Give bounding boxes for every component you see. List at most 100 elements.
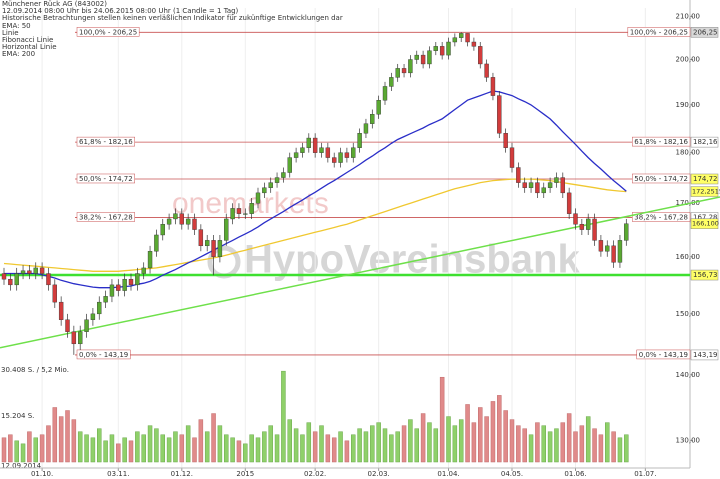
candle-body [376, 100, 381, 115]
label-background [636, 349, 691, 360]
candle-body [230, 208, 235, 220]
y-tick-label: 210,00 [676, 12, 701, 20]
y-tick-label: 180,00 [676, 149, 701, 157]
candle-body [109, 284, 115, 297]
volume-bar [97, 428, 102, 463]
x-tick-label: 02.02. [304, 470, 326, 478]
volume-bar [344, 440, 350, 463]
volume-bar [351, 434, 356, 463]
volume-bar [103, 440, 108, 463]
volume-bar [160, 434, 165, 463]
volume-bar [605, 422, 610, 463]
value-box-label: 166,100 [692, 220, 719, 228]
volume-bar [547, 431, 553, 463]
volume-bar [503, 410, 508, 463]
volume-bar [427, 422, 432, 463]
candle-body [39, 267, 45, 274]
candle-body [459, 33, 464, 38]
candle-body [605, 245, 610, 252]
candle-body [52, 284, 57, 303]
candle-body [90, 313, 96, 320]
candle-body [414, 54, 419, 60]
volume-bar [243, 443, 248, 463]
candle-body [541, 187, 546, 194]
volume-tick-label: 30.408 S. / 5,2 Mio. [1, 366, 69, 374]
candle-body [382, 86, 388, 101]
candle-body [528, 182, 534, 188]
value-box-label: 156,73 [693, 271, 718, 279]
candle-body [84, 319, 89, 332]
volume-bar [598, 434, 604, 463]
fibonacci-label: 100,0% - 206,25 [79, 28, 137, 36]
volume-bar [236, 440, 242, 463]
volume-bar [497, 395, 502, 463]
candle-body [211, 240, 216, 257]
candle-body [141, 267, 146, 274]
candle-body [287, 157, 292, 173]
fibonacci-label: 38,2% - 167,28 [634, 213, 688, 221]
volume-bar [211, 413, 216, 463]
volume-bar [446, 416, 451, 463]
ema-line [3, 178, 627, 272]
volume-bar [198, 419, 204, 463]
volume-bar [179, 434, 185, 463]
volume-bar [516, 425, 521, 463]
volume-bar [14, 440, 19, 463]
candle-body [281, 172, 286, 178]
volume-bar [522, 428, 527, 463]
candle-body [312, 137, 318, 153]
value-box [690, 218, 719, 229]
fibonacci-label: 0,0% - 143,19 [79, 351, 128, 359]
candle-body [300, 147, 305, 153]
volume-bar [573, 431, 578, 463]
candle-body [20, 270, 26, 274]
candle-body [579, 224, 585, 230]
volume-bar [465, 404, 470, 463]
candle-body [236, 208, 242, 214]
candle-body [427, 50, 432, 65]
candle-body [274, 177, 280, 183]
volume-bar [52, 407, 58, 463]
candle-body [363, 123, 369, 134]
candle-body [338, 152, 343, 163]
candle-body [471, 41, 477, 47]
candle-body [173, 213, 178, 220]
volume-bar [300, 434, 305, 463]
label-background [76, 212, 135, 222]
volume-bar [109, 434, 115, 463]
volume-bar [414, 428, 419, 463]
volume-bar [33, 437, 38, 463]
candle-body [293, 152, 299, 158]
candle-body [198, 229, 204, 247]
candle-body [135, 273, 140, 286]
x-tick-label: 03.11. [107, 470, 129, 478]
candle-body [71, 331, 77, 345]
volume-bar [560, 422, 566, 463]
volume-bar [579, 425, 585, 463]
volume-bar [27, 431, 32, 463]
candle-body [446, 41, 451, 56]
volume-bar [395, 431, 400, 463]
candle-body [617, 240, 623, 263]
volume-bar [166, 437, 172, 463]
volume-bar [116, 443, 121, 463]
chart-title: Münchener Rück AG (843002) [2, 0, 107, 8]
candle-body [509, 147, 515, 168]
volume-bar [262, 431, 267, 463]
volume-bar [173, 431, 178, 463]
candle-body [27, 270, 32, 274]
candle-body [243, 213, 248, 215]
legend-entry: Fibonacci Linie [2, 36, 53, 44]
candle-body [497, 95, 502, 134]
volume-bar [433, 428, 439, 463]
y-tick-label: 160,00 [676, 253, 701, 261]
candle-body [484, 63, 489, 78]
candle-body [566, 192, 572, 214]
label-background [76, 136, 135, 147]
y-tick-label: 190,00 [676, 101, 701, 109]
candle-body [624, 223, 629, 241]
trendline [0, 196, 720, 349]
value-box-label: 167,28 [693, 213, 718, 221]
candle-body [478, 46, 483, 65]
